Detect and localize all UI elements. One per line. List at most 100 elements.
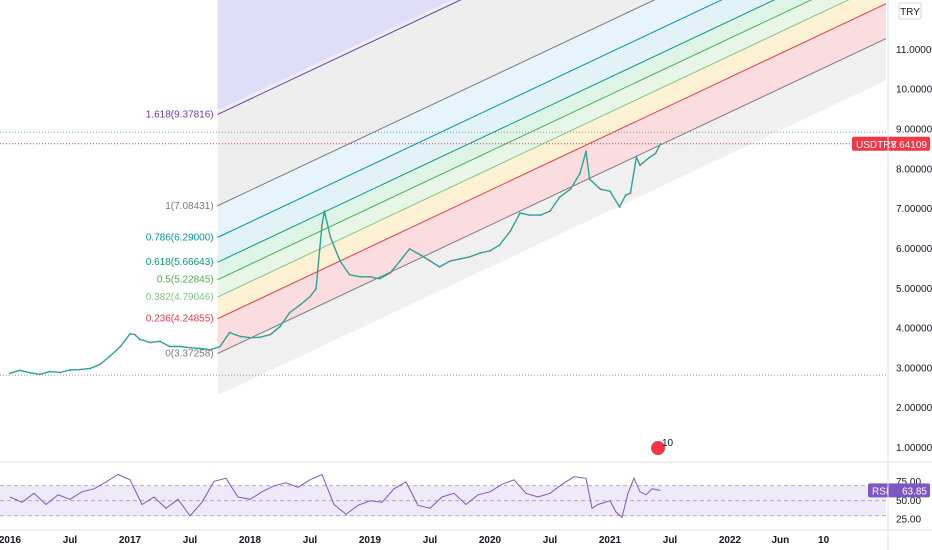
price-tick-label: 9.00000 — [896, 124, 932, 135]
price-point — [59, 371, 62, 374]
price-point — [321, 224, 323, 226]
time-tick-label: Jul — [63, 535, 78, 546]
price-point — [624, 194, 627, 197]
price-point — [299, 303, 302, 306]
fib-label-0.236: 0.236(4.24855) — [146, 314, 214, 325]
price-point — [498, 244, 501, 246]
fib-label-0.5: 0.5(5.22845) — [157, 275, 214, 286]
fib-line-0.382 — [217, 0, 850, 298]
price-point — [539, 214, 542, 216]
fib-band-0 — [217, 3, 887, 354]
price-point — [209, 348, 212, 351]
price-point — [315, 287, 317, 290]
price-point — [168, 345, 171, 348]
price-axis: 1.00000 2.00000 3.00000 4.00000 5.00000 6.000… — [852, 0, 932, 550]
fib-band-below — [217, 38, 887, 396]
price-point — [519, 212, 521, 214]
price-point — [635, 156, 638, 159]
price-point — [279, 325, 281, 328]
price-point — [359, 275, 362, 278]
price-tick-label: 3.00000 — [896, 363, 932, 374]
price-tick-label: 2.00000 — [896, 403, 932, 414]
price-point — [378, 277, 381, 280]
price-point — [159, 340, 161, 343]
price-point — [329, 236, 332, 238]
price-point — [459, 257, 461, 260]
rsi-tick-label: 25.00 — [896, 515, 921, 526]
fib-label-0.786: 0.786(6.29000) — [146, 232, 214, 243]
price-point — [579, 172, 581, 175]
time-tick-label: 2022 — [719, 535, 742, 546]
price-point — [179, 345, 182, 348]
time-axis: 2016 Jul 2017 Jul 2018 Jul 2019 Jul 2020 Jul 2021 J… — [0, 529, 932, 546]
price-point — [639, 164, 641, 167]
price-point — [119, 345, 122, 348]
price-point — [18, 369, 21, 372]
price-tick-label: 5.00000 — [896, 284, 932, 295]
fib-labels: 0(3.37258) 0.236(4.24855) 0.382(4.79046) 0.… — [146, 109, 214, 359]
fib-line-0.236 — [217, 3, 887, 320]
fib-line-0.786 — [217, 0, 723, 238]
price-point — [449, 259, 452, 262]
rsi-label: RSI — [872, 486, 889, 497]
currency-box[interactable] — [898, 2, 922, 20]
price-tick-label: 1.00000 — [896, 443, 932, 454]
time-tick-label: Jul — [183, 535, 198, 546]
time-tick-label: 2021 — [599, 535, 622, 546]
price-point — [189, 346, 191, 349]
fib-line-1.618 — [217, 0, 462, 115]
price-point — [509, 230, 512, 232]
fib-band-extension — [217, 0, 452, 111]
fib-channel — [217, 0, 887, 396]
last-price-label: 8.64109 — [891, 140, 928, 151]
price-tick-label: 7.00000 — [896, 204, 932, 215]
time-tick-label: 2017 — [119, 535, 142, 546]
price-point — [348, 273, 351, 276]
price-point — [528, 214, 531, 216]
price-point — [78, 368, 81, 371]
badges: 10 — [651, 438, 674, 456]
price-series — [9, 142, 662, 376]
symbol-label: USDTRY — [856, 140, 897, 151]
price-point — [309, 295, 311, 298]
price-point — [339, 259, 341, 262]
price-point — [648, 156, 651, 159]
price-point — [99, 363, 101, 366]
price-tick-label: 6.00000 — [896, 244, 932, 255]
time-tick-label: 2016 — [0, 535, 22, 546]
price-point — [48, 370, 51, 373]
price-point — [89, 367, 92, 370]
fib-label-1: 1(7.08431) — [165, 201, 213, 212]
time-tick-label: 10 — [818, 535, 830, 546]
price-point — [549, 210, 551, 213]
rsi-pane: 75.00 50.00 25.00 RSI 63.85 — [0, 461, 932, 526]
event-flag-icon[interactable] — [651, 441, 665, 456]
price-tick-label: 8.00000 — [896, 164, 932, 175]
fib-label-0.382: 0.382(4.79046) — [146, 292, 214, 303]
price-point — [9, 372, 11, 375]
price-point — [588, 178, 591, 181]
price-point — [39, 373, 41, 376]
rsi-badge — [868, 483, 930, 498]
fib-line-0.618 — [217, 0, 776, 263]
time-tick-label: 2020 — [479, 535, 502, 546]
currency-label: TRY — [900, 7, 920, 18]
rsi-tick-label: 50.00 — [896, 496, 921, 507]
price-point — [599, 188, 602, 191]
price-point — [569, 188, 572, 191]
price-point — [239, 335, 242, 338]
price-tick-label: 11.00000 — [896, 45, 932, 56]
time-tick-label: 2019 — [359, 535, 382, 546]
price-point — [468, 256, 471, 258]
price-point — [429, 259, 431, 262]
price-point — [228, 331, 231, 334]
price-point — [219, 345, 221, 348]
price-point — [389, 271, 392, 274]
price-point — [629, 192, 632, 195]
price-point — [609, 190, 611, 193]
price-point — [659, 142, 662, 145]
time-tick-label: Jul — [303, 535, 318, 546]
price-point — [558, 196, 561, 199]
price-point — [618, 206, 621, 209]
